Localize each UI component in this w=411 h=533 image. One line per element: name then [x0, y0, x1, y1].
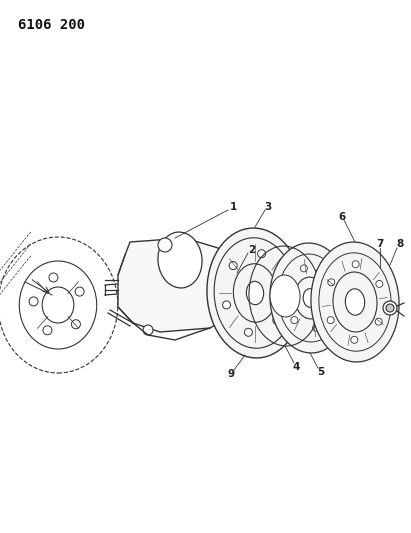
Text: 3: 3: [264, 202, 272, 212]
Ellipse shape: [270, 243, 350, 353]
Circle shape: [352, 261, 359, 268]
Ellipse shape: [270, 275, 300, 317]
Text: 2: 2: [248, 245, 256, 255]
Circle shape: [291, 317, 298, 324]
Circle shape: [273, 317, 281, 325]
Circle shape: [245, 328, 252, 336]
Circle shape: [376, 280, 383, 287]
Circle shape: [258, 249, 266, 257]
Circle shape: [143, 325, 153, 335]
Circle shape: [285, 287, 292, 294]
Ellipse shape: [158, 232, 202, 288]
Circle shape: [279, 277, 287, 285]
Ellipse shape: [207, 228, 303, 358]
Circle shape: [49, 273, 58, 282]
Circle shape: [375, 318, 382, 325]
Circle shape: [217, 263, 227, 273]
Ellipse shape: [303, 289, 317, 308]
Ellipse shape: [345, 289, 365, 315]
Text: 1: 1: [229, 202, 237, 212]
Polygon shape: [118, 238, 238, 332]
Ellipse shape: [311, 242, 399, 362]
Circle shape: [322, 272, 329, 279]
Circle shape: [328, 279, 335, 286]
Text: 8: 8: [396, 239, 404, 249]
Text: 4: 4: [292, 362, 300, 372]
Text: 9: 9: [227, 369, 235, 379]
Text: 6: 6: [338, 212, 346, 222]
Circle shape: [229, 262, 237, 270]
Circle shape: [29, 297, 38, 306]
Circle shape: [351, 336, 358, 343]
Circle shape: [220, 305, 230, 315]
Ellipse shape: [246, 281, 263, 305]
Circle shape: [43, 326, 52, 335]
Text: 5: 5: [317, 367, 325, 377]
Circle shape: [223, 301, 231, 309]
Circle shape: [300, 265, 307, 272]
Circle shape: [383, 301, 397, 315]
Circle shape: [386, 304, 394, 312]
Circle shape: [313, 324, 320, 331]
Circle shape: [72, 320, 81, 329]
Circle shape: [158, 238, 172, 252]
Circle shape: [328, 302, 335, 309]
Text: 6106 200: 6106 200: [18, 18, 85, 32]
Circle shape: [327, 317, 334, 324]
Text: 7: 7: [376, 239, 384, 249]
Circle shape: [75, 287, 84, 296]
